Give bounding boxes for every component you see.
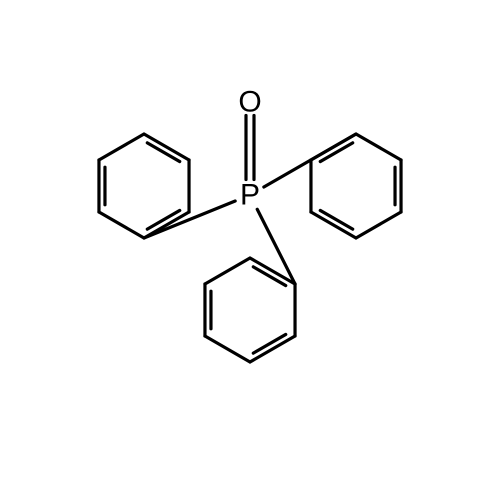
molecule-diagram: PO — [0, 0, 500, 500]
atom-label-oxygen: O — [238, 86, 261, 119]
atom-label-phosphorus: P — [240, 179, 260, 212]
